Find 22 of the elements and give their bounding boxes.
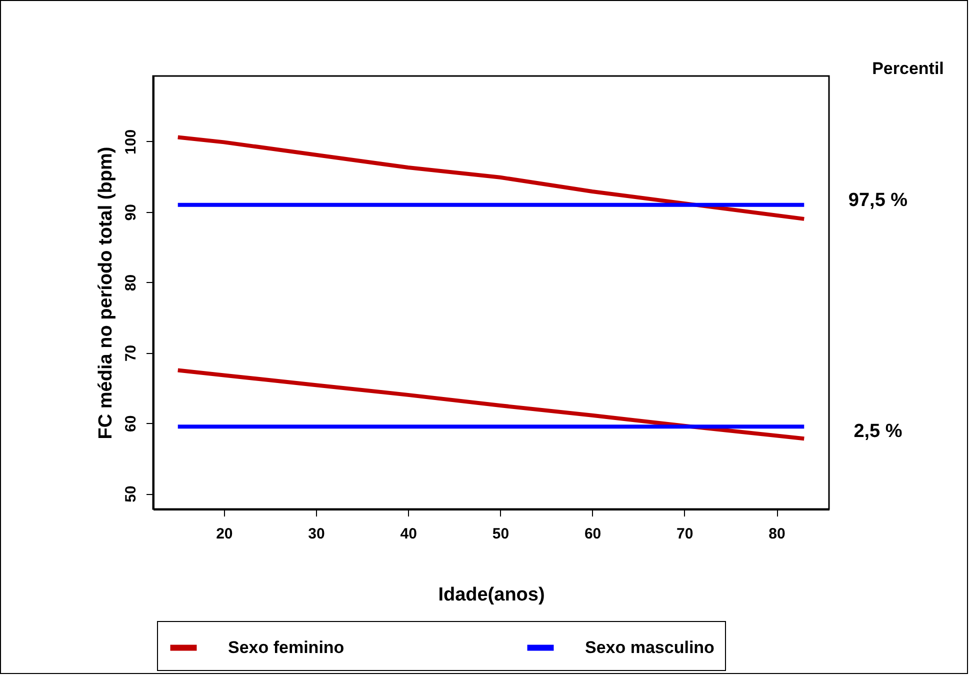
- x-tick-label: 50: [492, 526, 510, 542]
- text: 2,5 %: [854, 421, 902, 442]
- legend-label: Sexo feminino: [228, 638, 344, 657]
- x-tick-label: 30: [308, 526, 325, 542]
- x-tick-label: 20: [216, 526, 233, 542]
- y-tick-label: 60: [122, 415, 140, 432]
- x-tick-label: 80: [768, 526, 786, 542]
- line-series: [176, 368, 806, 441]
- y-axis-title: FC média no período total (bpm): [96, 146, 116, 440]
- x-axis-title: Idade(anos): [438, 584, 545, 606]
- y-tick-label: 100: [122, 129, 140, 154]
- text: Percentil: [872, 59, 944, 78]
- text: 97,5 %: [848, 190, 908, 211]
- x-tick-label: 40: [400, 526, 417, 542]
- x-tick-label: 60: [584, 526, 602, 542]
- y-tick-label: 50: [122, 486, 140, 502]
- y-tick-label: 80: [122, 274, 140, 292]
- x-tick-label: 70: [676, 526, 694, 542]
- legend-label: Sexo masculino: [585, 638, 714, 657]
- line-series: [176, 135, 806, 221]
- y-tick-label: 70: [122, 344, 140, 362]
- y-tick-label: 90: [122, 204, 140, 221]
